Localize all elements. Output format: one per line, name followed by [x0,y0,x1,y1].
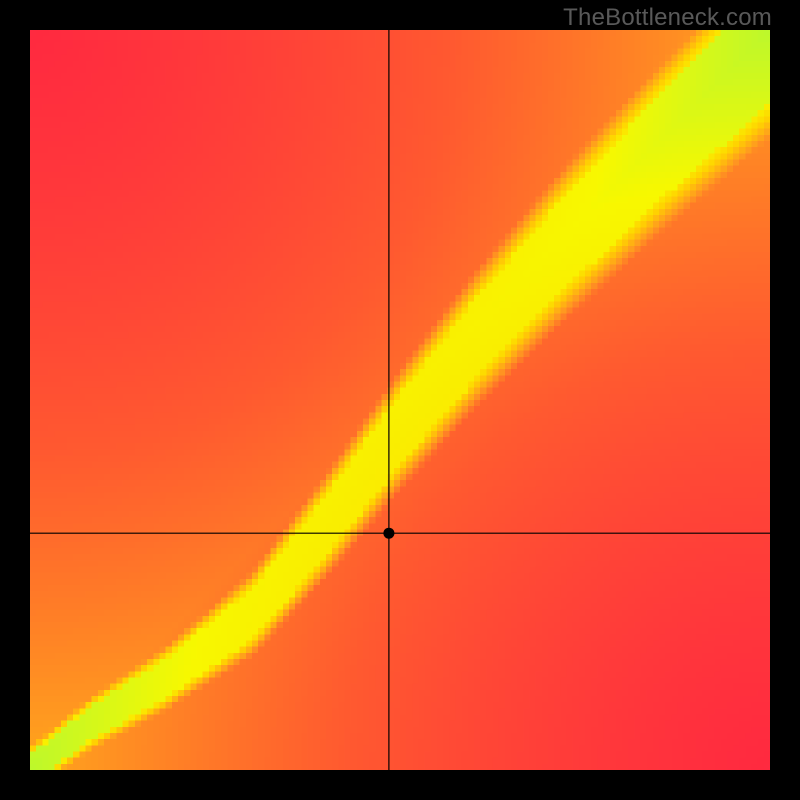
chart-container: TheBottleneck.com [0,0,800,800]
heatmap-canvas [30,30,770,770]
watermark-text: TheBottleneck.com [563,4,772,32]
plot-area [30,30,770,770]
